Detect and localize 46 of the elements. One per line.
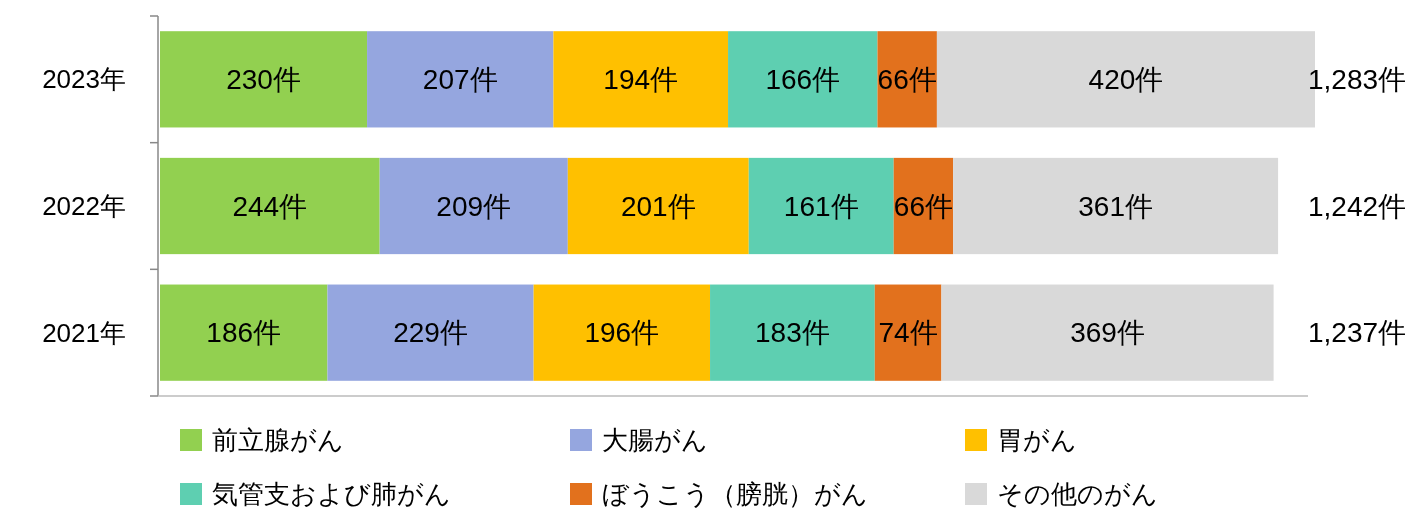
bar [367,31,554,128]
data-label: 207件 [422,64,498,96]
data-label: 201件 [620,190,696,222]
bar [553,31,729,128]
bar [327,284,534,381]
data-label: 361件 [1078,190,1153,222]
legend-label: 大腸がん [602,425,708,456]
data-label: 183件 [755,317,830,349]
data-label: 161件 [783,190,859,222]
y-tick-label: 2021年 [42,317,126,348]
data-label: 166件 [765,64,841,96]
legend-label: 胃がん [997,425,1077,456]
data-label: 196件 [584,317,660,349]
legend-label: 気管支および肺がん [212,479,451,510]
legend-label: 前立腺がん [212,425,344,456]
data-label: 230件 [226,64,301,96]
data-label: 66件 [893,190,953,222]
total-label: 1,242件 [1307,190,1407,222]
data-label: 244件 [232,190,308,222]
bar [874,284,942,381]
bar [748,157,894,255]
data-label: 420件 [1088,64,1164,96]
data-label: 229件 [393,317,468,349]
total-label: 1,237件 [1307,317,1407,349]
bar [160,31,368,128]
y-tick-label: 2022年 [42,191,126,222]
data-label: 209件 [436,190,512,222]
bar [953,157,1279,255]
data-label: 194件 [603,64,679,96]
bar [710,284,875,381]
data-label: 74件 [878,317,938,349]
bar [941,284,1274,381]
bar [728,31,878,128]
bar [160,284,328,381]
legend-label: その他のがん [997,479,1158,510]
bar [567,157,749,255]
data-label: 66件 [877,64,937,96]
bar [877,31,937,128]
bar [533,284,711,381]
data-label: 369件 [1070,317,1145,349]
bar [379,157,568,255]
bar [160,157,380,255]
total-label: 1,283件 [1307,64,1407,96]
y-tick-label: 2023年 [42,64,126,95]
data-label: 186件 [206,317,282,349]
legend-label: ぼうこう（膀胱）がん [602,479,868,510]
